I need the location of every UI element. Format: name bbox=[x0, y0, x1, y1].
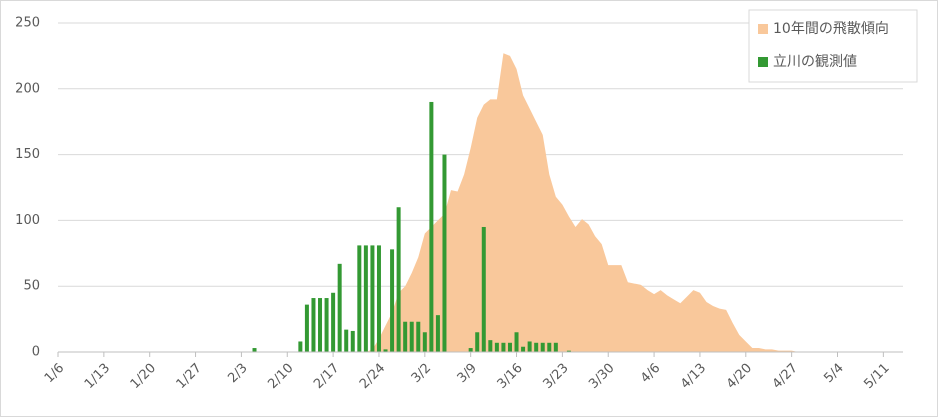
bar bbox=[337, 263, 342, 352]
bar bbox=[468, 348, 473, 352]
bar bbox=[416, 321, 421, 352]
bar bbox=[566, 350, 571, 352]
bar bbox=[527, 341, 532, 352]
bar bbox=[553, 342, 558, 352]
legend-swatch bbox=[758, 24, 768, 34]
bar bbox=[357, 245, 362, 352]
bar bbox=[396, 207, 401, 352]
y-tick-label: 250 bbox=[15, 16, 40, 31]
bar bbox=[501, 342, 506, 352]
bar bbox=[363, 245, 368, 352]
bar bbox=[304, 304, 309, 352]
legend-box bbox=[748, 9, 918, 83]
bar bbox=[481, 226, 486, 352]
legend-label: 10年間の飛散傾向 bbox=[773, 21, 889, 37]
bar bbox=[318, 298, 323, 352]
bar bbox=[350, 330, 355, 352]
y-tick-label: 100 bbox=[15, 213, 40, 228]
bar bbox=[370, 245, 375, 352]
bar bbox=[435, 315, 440, 352]
bar bbox=[311, 298, 316, 352]
bar bbox=[344, 329, 349, 352]
y-tick-label: 0 bbox=[32, 345, 40, 360]
legend-label: 立川の観測値 bbox=[773, 53, 857, 70]
bar bbox=[494, 342, 499, 352]
y-tick-label: 200 bbox=[15, 81, 40, 96]
bar bbox=[507, 342, 512, 352]
y-tick-label: 50 bbox=[23, 279, 40, 294]
bar bbox=[331, 292, 336, 352]
bar bbox=[376, 245, 381, 352]
y-tick-label: 150 bbox=[15, 147, 40, 162]
bar bbox=[422, 332, 427, 352]
bar bbox=[390, 249, 395, 352]
area bbox=[58, 53, 897, 352]
bar bbox=[298, 341, 303, 352]
bar bbox=[442, 154, 447, 352]
bar bbox=[521, 346, 526, 352]
bar bbox=[514, 332, 519, 352]
bar bbox=[252, 348, 257, 352]
bar bbox=[488, 340, 493, 352]
bar bbox=[409, 321, 414, 352]
bar bbox=[403, 321, 408, 352]
bar bbox=[324, 298, 329, 352]
bar bbox=[540, 342, 545, 352]
legend-swatch bbox=[758, 57, 768, 67]
bar bbox=[383, 349, 388, 352]
bar bbox=[534, 342, 539, 352]
bar bbox=[547, 342, 552, 352]
bar bbox=[429, 101, 434, 353]
bar bbox=[475, 332, 480, 352]
